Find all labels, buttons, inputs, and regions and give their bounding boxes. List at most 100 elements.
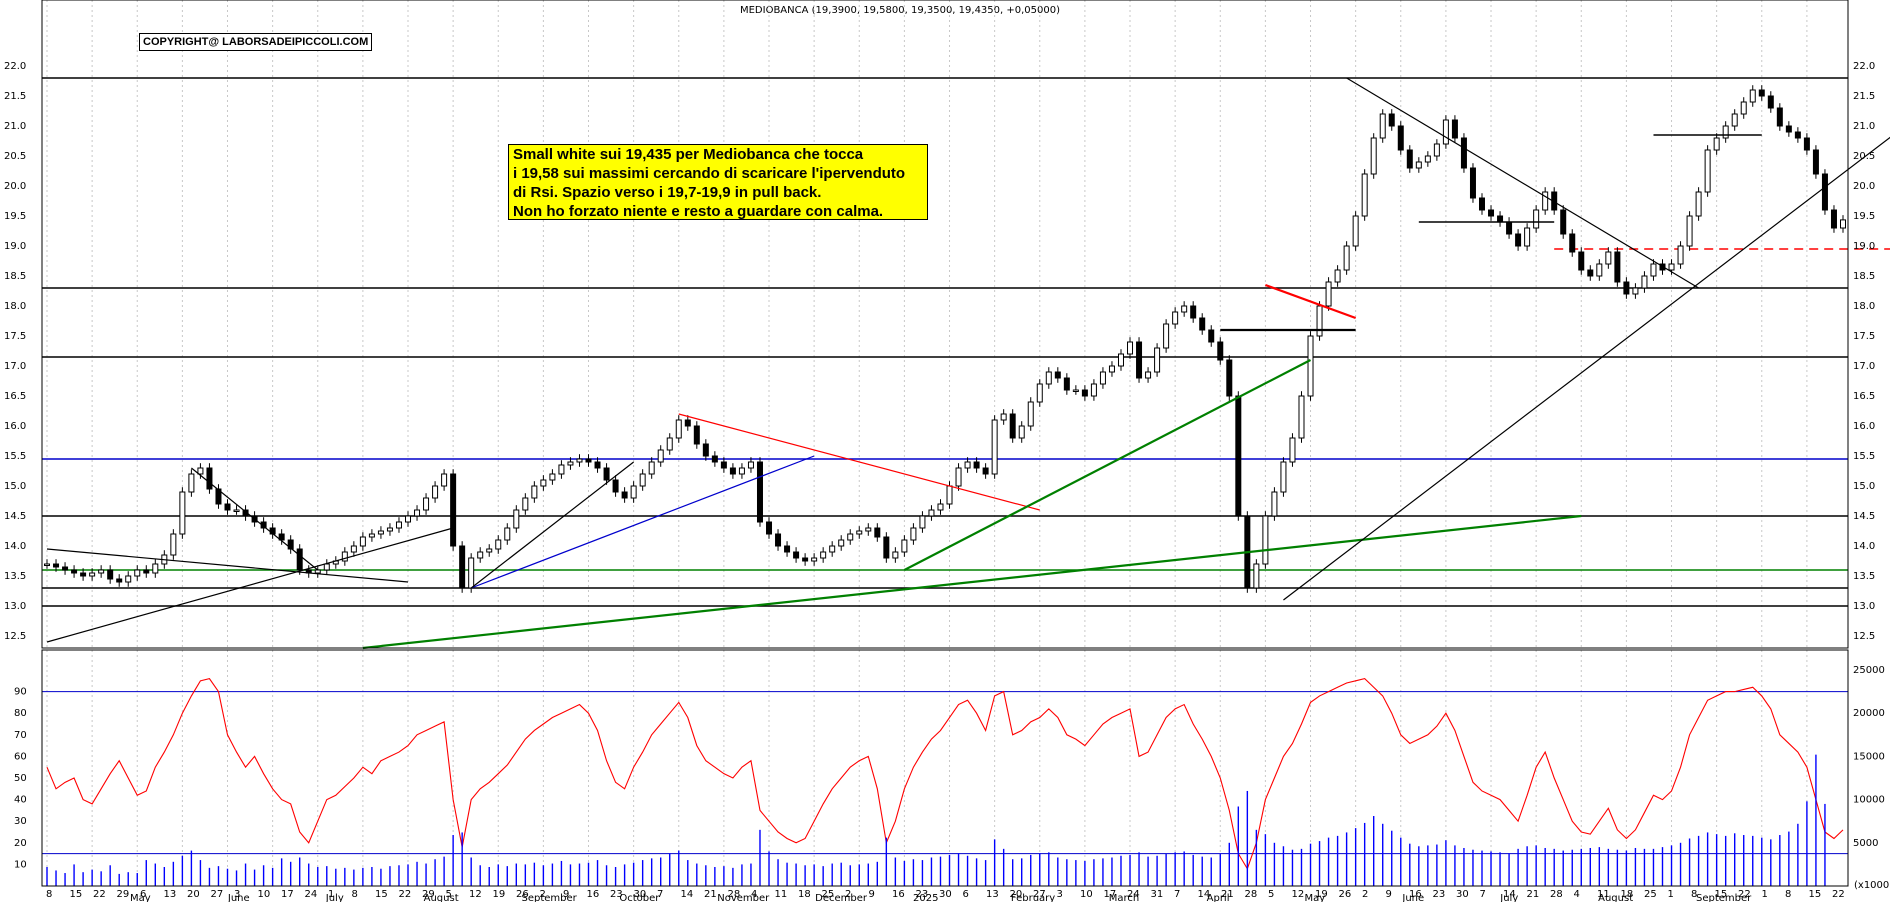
date-tick-label: 13 <box>986 889 999 900</box>
candle-body <box>80 572 87 577</box>
note-line-3: di Rsi. Spazio verso i 19,7-19,9 in pull… <box>513 184 822 201</box>
date-tick-label: 21 <box>1221 889 1234 900</box>
date-tick-label: 9 <box>1386 889 1392 900</box>
date-tick-label: 26 <box>516 889 529 900</box>
candle-body <box>567 461 574 466</box>
candle-body <box>964 461 971 469</box>
price-tick-label-left: 16.0 <box>4 421 26 432</box>
candle-body <box>838 539 845 547</box>
date-tick-label: 22 <box>1738 889 1751 900</box>
date-tick-label: 1 <box>1668 889 1674 900</box>
candle-body <box>1208 329 1215 343</box>
date-tick-label: 22 <box>1832 889 1845 900</box>
candle-body <box>720 461 727 469</box>
candle-body <box>143 569 150 574</box>
candle-body <box>1145 371 1152 379</box>
date-tick-label: 3 <box>234 889 240 900</box>
candle-body <box>170 533 177 556</box>
price-tick-label-right: 18.5 <box>1853 271 1875 282</box>
chart-title: MEDIOBANCA (19,3900, 19,5800, 19,3500, 1… <box>740 5 1060 16</box>
price-tick-label-right: 21.0 <box>1853 121 1875 132</box>
date-tick-label: 17 <box>1104 889 1117 900</box>
candle-body <box>1289 437 1296 463</box>
price-tick-label-right: 14.0 <box>1853 541 1875 552</box>
price-tick-label-left: 19.5 <box>4 211 26 222</box>
date-tick-label: 2 <box>540 889 546 900</box>
candle-body <box>1099 371 1106 385</box>
candle-body <box>1081 389 1088 397</box>
date-tick-label: 4 <box>1574 889 1580 900</box>
candle-body <box>450 473 457 547</box>
date-tick-label: 15 <box>1715 889 1728 900</box>
candle-body <box>513 509 520 529</box>
candle-body <box>1072 389 1079 392</box>
date-tick-label: 3 <box>1057 889 1063 900</box>
candle-body <box>134 569 141 577</box>
month-label: April <box>1207 893 1230 902</box>
candle-body <box>468 557 475 589</box>
candle-body <box>621 491 628 499</box>
candle-body <box>1460 137 1467 169</box>
price-tick-label-left: 12.5 <box>4 631 26 642</box>
candle-body <box>702 443 709 457</box>
candle-body <box>1271 491 1278 517</box>
month-label: July <box>1499 893 1518 902</box>
candle-body <box>684 419 691 427</box>
candle-body <box>1686 215 1693 247</box>
volume-unit-label: (x1000) <box>1854 880 1890 891</box>
price-tick-label-right: 16.0 <box>1853 421 1875 432</box>
copyright-label: COPYRIGHT@ LABORSADEIPICCOLI.COM <box>139 33 373 51</box>
candle-body <box>1668 263 1675 271</box>
price-tick-label-left: 14.0 <box>4 541 26 552</box>
trendlines <box>46 77 1890 650</box>
month-label: June <box>227 893 250 902</box>
candle-body <box>630 485 637 499</box>
candle-body <box>1776 107 1783 127</box>
date-tick-label: 1 <box>328 889 334 900</box>
candle-body <box>558 464 565 475</box>
candle-body <box>693 425 700 445</box>
candle-body <box>883 536 890 559</box>
candle-body <box>1054 371 1061 379</box>
price-tick-label-left: 14.5 <box>4 511 26 522</box>
price-tick-label-left: 20.5 <box>4 151 26 162</box>
candle-body <box>1641 275 1648 289</box>
candle-body <box>522 497 529 511</box>
date-tick-label: 9 <box>563 889 569 900</box>
price-tick-label-right: 21.5 <box>1853 91 1875 102</box>
candle-body <box>1794 131 1801 139</box>
date-tick-label: 29 <box>422 889 435 900</box>
candle-body <box>937 503 944 511</box>
candle-body <box>1172 311 1179 325</box>
price-tick-label-left: 19.0 <box>4 241 26 252</box>
candle-body <box>756 461 763 523</box>
candle-body <box>179 491 186 535</box>
candle-body <box>1127 341 1134 355</box>
candle-body <box>1307 335 1314 397</box>
price-tick-label-left: 18.5 <box>4 271 26 282</box>
candle-body <box>919 515 926 529</box>
volume-tick-label: 20000 <box>1853 708 1885 719</box>
candle-body <box>829 545 836 553</box>
candle-body <box>1433 143 1440 157</box>
date-tick-label: 8 <box>352 889 358 900</box>
date-tick-label: 23 <box>916 889 929 900</box>
price-tick-label-left: 17.5 <box>4 331 26 342</box>
candle-body <box>486 548 493 553</box>
candle-body <box>71 569 78 574</box>
candle-body <box>820 551 827 559</box>
candle-body <box>1722 125 1729 139</box>
candle-body <box>405 515 412 523</box>
candle-body <box>1650 263 1657 277</box>
price-tick-label-right: 15.5 <box>1853 451 1875 462</box>
candle-body <box>1614 251 1621 283</box>
rsi-tick-label: 50 <box>14 773 27 784</box>
candle-body <box>549 473 556 481</box>
candle-body <box>287 539 294 550</box>
candle-body <box>1018 425 1025 439</box>
candle-body <box>1325 281 1332 307</box>
month-label: February <box>1011 893 1055 902</box>
price-tick-label-right: 18.0 <box>1853 301 1875 312</box>
date-tick-label: 14 <box>1503 889 1516 900</box>
candle-body <box>729 467 736 475</box>
